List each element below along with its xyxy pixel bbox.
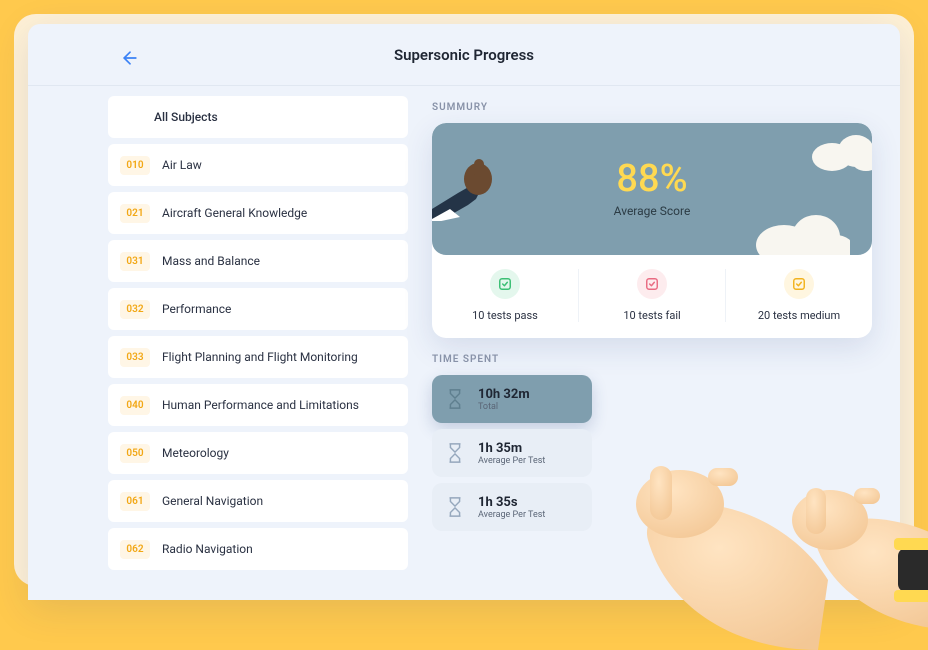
subject-item[interactable]: 050 Meteorology [108, 432, 408, 474]
hourglass-icon [444, 442, 466, 464]
subject-item[interactable]: 032 Performance [108, 288, 408, 330]
back-button[interactable] [118, 46, 142, 70]
time-card-total[interactable]: 10h 32m Total [432, 375, 592, 423]
time-card-avg2[interactable]: 1h 35s Average Per Test [432, 483, 592, 531]
hourglass-icon [444, 388, 466, 410]
app-window: Supersonic Progress All Subjects 010 Air… [28, 24, 900, 600]
score-sublabel: Average Score [614, 204, 691, 218]
stat-label: 20 tests medium [758, 309, 840, 322]
subject-item[interactable]: 010 Air Law [108, 144, 408, 186]
subject-code: 032 [120, 300, 150, 319]
subject-code: 062 [120, 540, 150, 559]
subject-name: Mass and Balance [162, 254, 260, 268]
subjects-header[interactable]: All Subjects [108, 96, 408, 138]
subject-name: General Navigation [162, 494, 263, 508]
subject-code: 033 [120, 348, 150, 367]
subject-code: 031 [120, 252, 150, 271]
cloud-icon [808, 131, 872, 171]
time-card-avg[interactable]: 1h 35m Average Per Test [432, 429, 592, 477]
subjects-header-label: All Subjects [154, 110, 218, 124]
score-banner: 88% Average Score [432, 123, 872, 255]
stat-pass: 10 tests pass [432, 269, 579, 322]
hourglass-icon [444, 496, 466, 518]
time-sublabel: Average Per Test [478, 510, 545, 520]
subject-code: 061 [120, 492, 150, 511]
body: All Subjects 010 Air Law 021 Aircraft Ge… [28, 86, 900, 570]
subject-code: 010 [120, 156, 150, 175]
stat-label: 10 tests fail [623, 309, 680, 322]
thumbs-up-icon [432, 151, 512, 221]
check-icon [784, 269, 814, 299]
subject-name: Flight Planning and Flight Monitoring [162, 350, 358, 364]
summary-card: 88% Average Score 10 tests pass 1 [432, 123, 872, 338]
subjects-list: All Subjects 010 Air Law 021 Aircraft Ge… [108, 96, 408, 570]
subject-code: 021 [120, 204, 150, 223]
subject-name: Radio Navigation [162, 542, 253, 556]
time-sublabel: Total [478, 402, 530, 412]
subject-name: Air Law [162, 158, 202, 172]
subject-name: Performance [162, 302, 231, 316]
check-icon [490, 269, 520, 299]
subject-item[interactable]: 021 Aircraft General Knowledge [108, 192, 408, 234]
subject-item[interactable]: 040 Human Performance and Limitations [108, 384, 408, 426]
subject-name: Aircraft General Knowledge [162, 206, 307, 220]
subject-code: 040 [120, 396, 150, 415]
time-value: 10h 32m [478, 387, 530, 402]
stat-fail: 10 tests fail [579, 269, 726, 322]
subject-item[interactable]: 033 Flight Planning and Flight Monitorin… [108, 336, 408, 378]
stat-label: 10 tests pass [472, 309, 538, 322]
page-title: Supersonic Progress [394, 46, 534, 64]
check-icon [637, 269, 667, 299]
score-value: 88% [616, 160, 687, 198]
time-label: TIME SPENT [432, 354, 872, 365]
time-value: 1h 35m [478, 441, 545, 456]
stat-medium: 20 tests medium [726, 269, 872, 322]
subject-item[interactable]: 061 General Navigation [108, 480, 408, 522]
time-value: 1h 35s [478, 495, 545, 510]
cloud-icon [750, 207, 850, 255]
subject-name: Human Performance and Limitations [162, 398, 359, 412]
titlebar: Supersonic Progress [28, 24, 900, 86]
right-column: SUMMURY 88% Average Score [432, 96, 872, 570]
summary-label: SUMMURY [432, 102, 872, 113]
subject-code: 050 [120, 444, 150, 463]
time-cards: 10h 32m Total 1h 35m Average Per Test 1h… [432, 375, 872, 531]
stats-row: 10 tests pass 10 tests fail 20 tests med… [432, 255, 872, 322]
subject-item[interactable]: 031 Mass and Balance [108, 240, 408, 282]
subject-name: Meteorology [162, 446, 229, 460]
subject-item[interactable]: 062 Radio Navigation [108, 528, 408, 570]
arrow-left-icon [120, 48, 140, 68]
time-sublabel: Average Per Test [478, 456, 545, 466]
